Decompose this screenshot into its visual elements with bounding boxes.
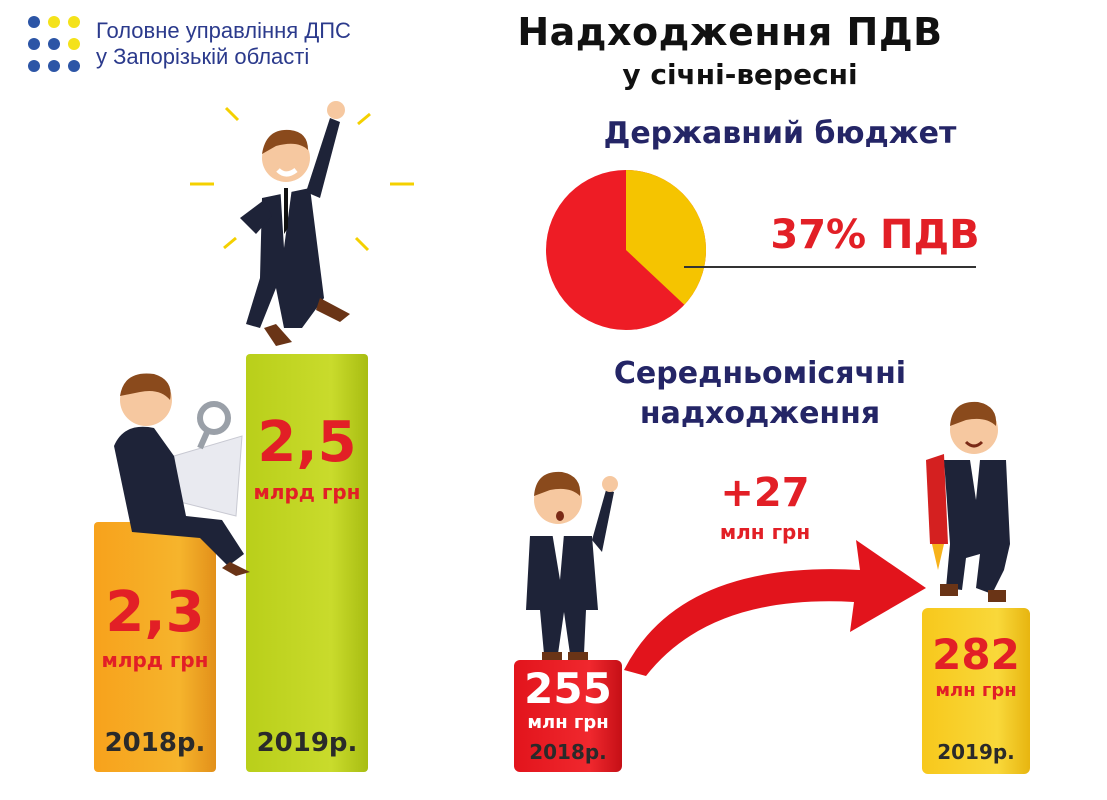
vat-share-underline: [684, 266, 976, 268]
monthly-bar-2018-year: 2018р.: [529, 740, 607, 764]
bar-2018-value: 2,3: [105, 580, 205, 645]
page-subtitle: у січні-вересні: [622, 58, 858, 91]
monthly-heading-line-2: надходження: [639, 396, 881, 431]
bar-2018-year: 2018р.: [104, 728, 206, 758]
jumping-businessman-illustration: [190, 101, 414, 346]
pie-slice-vat: [626, 170, 706, 305]
thinking-businessman-illustration: [526, 471, 618, 662]
monthly-bar-2018: 255 млн грн 2018р.: [514, 660, 622, 772]
monthly-bar-2018-unit: млн грн: [527, 712, 609, 733]
org-line-2: у Запорізькій області: [96, 44, 310, 69]
increase-unit: млн грн: [719, 520, 811, 544]
org-line-1: Головне управління ДПС: [96, 18, 351, 43]
monthly-bar-2019-unit: млн грн: [935, 680, 1017, 701]
bar-2019: 2,5 млрд грн 2019р.: [246, 354, 368, 772]
bar-2019-unit: млрд грн: [253, 480, 361, 504]
increase-value: +27: [720, 470, 810, 516]
monthly-bar-2019: 282 млн грн 2019р.: [922, 608, 1030, 774]
budget-heading: Державний бюджет: [603, 116, 957, 151]
monthly-heading: Середньомісячні надходження: [560, 354, 960, 434]
monthly-heading-line-1: Середньомісячні: [613, 356, 907, 391]
page-title: Надходження ПДВ: [517, 10, 943, 54]
vat-pie: [546, 170, 706, 330]
jetpack-businessman-illustration: [926, 401, 1010, 602]
growth-arrow-icon: [624, 540, 926, 676]
monthly-bar-2019-year: 2019р.: [937, 740, 1015, 764]
vat-share-label: 37% ПДВ: [770, 212, 980, 258]
bar-2018: 2,3 млрд грн 2018р.: [94, 522, 216, 772]
org-name: Головне управління ДПС у Запорізькій обл…: [96, 18, 351, 70]
logo-dots-icon: [28, 16, 80, 72]
monthly-bar-2018-value: 255: [524, 664, 612, 713]
bar-2018-unit: млрд грн: [101, 648, 209, 672]
bar-2019-year: 2019р.: [256, 728, 358, 758]
bar-2019-value: 2,5: [257, 410, 357, 475]
investigating-businessman-illustration: [114, 373, 250, 576]
monthly-bar-2019-value: 282: [932, 630, 1020, 679]
